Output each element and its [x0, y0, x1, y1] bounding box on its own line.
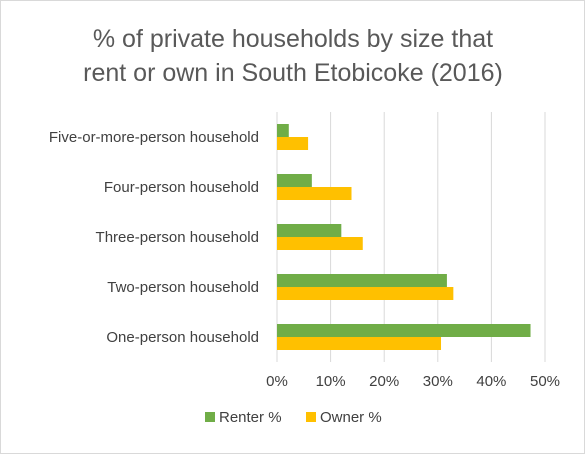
bar-renter	[277, 124, 289, 137]
value-axis-tick-labels: 0% 10% 20% 30% 40% 50%	[266, 373, 560, 390]
bar-renter	[277, 274, 447, 287]
chart-title: % of private households by size that ren…	[83, 25, 503, 87]
bar-owner	[277, 187, 352, 200]
legend-label: Owner %	[320, 409, 382, 426]
category-label: Three-person household	[96, 229, 259, 246]
tick-label: 50%	[530, 373, 560, 390]
tick-label: 20%	[369, 373, 399, 390]
tick-label: 40%	[476, 373, 506, 390]
gridlines	[276, 112, 546, 362]
chart-title-line-1: % of private households by size that	[93, 25, 493, 53]
bar-renter	[277, 224, 342, 237]
bar-renter	[277, 324, 531, 337]
category-label: One-person household	[106, 329, 259, 346]
chart-title-line-2: rent or own in South Etobicoke (2016)	[83, 59, 503, 87]
legend-label: Renter %	[219, 409, 282, 426]
category-label: Four-person household	[104, 179, 259, 196]
bar-owner	[277, 137, 309, 150]
bars	[277, 124, 531, 350]
category-label: Two-person household	[107, 279, 259, 296]
tick-label: 10%	[316, 373, 346, 390]
tick-label: 30%	[423, 373, 453, 390]
bar-owner	[277, 337, 442, 350]
bar-owner	[277, 237, 363, 250]
legend: Renter % Owner %	[205, 409, 382, 426]
legend-swatch	[205, 412, 215, 422]
bar-owner	[277, 287, 454, 300]
category-axis-labels: Five-or-more-person household Four-person…	[49, 129, 259, 346]
category-label: Five-or-more-person household	[49, 129, 259, 146]
tick-label: 0%	[266, 373, 288, 390]
legend-swatch	[306, 412, 316, 422]
bar-renter	[277, 174, 312, 187]
